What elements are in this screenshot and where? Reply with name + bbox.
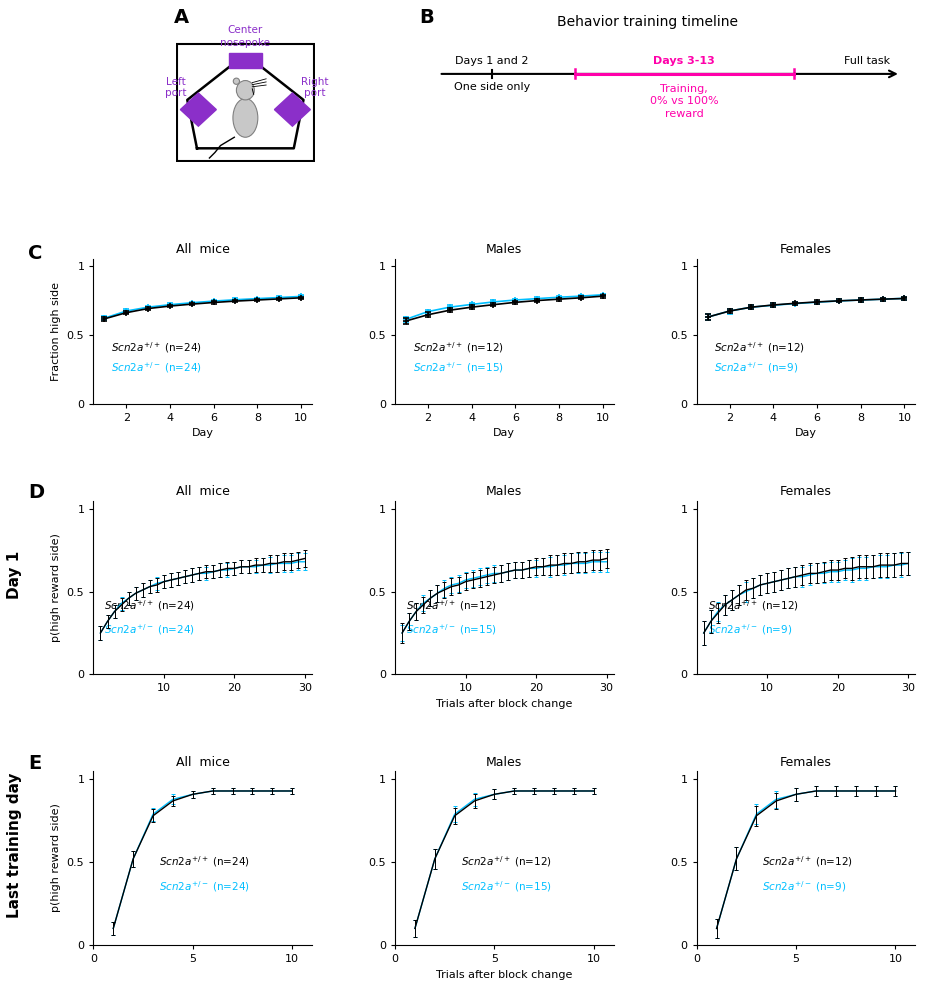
Text: $\mathit{Scn2a}^{+/+}$ (n=12): $\mathit{Scn2a}^{+/+}$ (n=12) — [762, 855, 854, 869]
Title: Males: Males — [487, 756, 522, 769]
Title: All  mice: All mice — [176, 485, 230, 498]
Title: Males: Males — [487, 243, 522, 256]
Text: E: E — [28, 754, 41, 773]
Text: Training,
0% vs 100%
reward: Training, 0% vs 100% reward — [650, 84, 718, 119]
Text: A: A — [174, 8, 189, 27]
FancyBboxPatch shape — [177, 44, 314, 161]
Y-axis label: Fraction high side: Fraction high side — [51, 282, 62, 381]
X-axis label: Day: Day — [191, 428, 214, 438]
Text: One side only: One side only — [454, 82, 531, 92]
Title: Males: Males — [487, 485, 522, 498]
Text: B: B — [419, 8, 434, 27]
Text: $\mathit{Scn2a}^{+/+}$ (n=12): $\mathit{Scn2a}^{+/+}$ (n=12) — [460, 855, 552, 869]
Text: Last training day: Last training day — [7, 772, 21, 918]
Bar — [229, 53, 262, 68]
Ellipse shape — [233, 99, 258, 137]
Title: Females: Females — [780, 485, 832, 498]
Text: Days 1 and 2: Days 1 and 2 — [456, 56, 529, 66]
Text: $\mathit{Scn2a}^{+/-}$ (n=9): $\mathit{Scn2a}^{+/-}$ (n=9) — [762, 879, 847, 894]
Text: $\mathit{Scn2a}^{+/+}$ (n=12): $\mathit{Scn2a}^{+/+}$ (n=12) — [413, 340, 503, 355]
Ellipse shape — [234, 78, 239, 84]
Text: $\mathit{Scn2a}^{+/-}$ (n=15): $\mathit{Scn2a}^{+/-}$ (n=15) — [406, 622, 497, 637]
Text: Right
port: Right port — [301, 77, 328, 98]
Text: Full task: Full task — [843, 56, 890, 66]
Text: $\mathit{Scn2a}^{+/-}$ (n=24): $\mathit{Scn2a}^{+/-}$ (n=24) — [111, 360, 202, 375]
Text: C: C — [28, 244, 42, 263]
Text: $\mathit{Scn2a}^{+/+}$ (n=24): $\mathit{Scn2a}^{+/+}$ (n=24) — [105, 598, 195, 613]
Text: $\mathit{Scn2a}^{+/+}$ (n=24): $\mathit{Scn2a}^{+/+}$ (n=24) — [159, 855, 250, 869]
Ellipse shape — [236, 81, 254, 100]
X-axis label: Day: Day — [795, 428, 817, 438]
Text: $\mathit{Scn2a}^{+/+}$ (n=12): $\mathit{Scn2a}^{+/+}$ (n=12) — [708, 598, 799, 613]
Title: All  mice: All mice — [176, 243, 230, 256]
Text: Days 3-13: Days 3-13 — [654, 56, 715, 66]
Text: $\mathit{Scn2a}^{+/-}$ (n=24): $\mathit{Scn2a}^{+/-}$ (n=24) — [105, 622, 195, 637]
Title: All  mice: All mice — [176, 756, 230, 769]
Text: Day 1: Day 1 — [7, 551, 21, 599]
Polygon shape — [180, 93, 217, 126]
Text: $\mathit{Scn2a}^{+/+}$ (n=12): $\mathit{Scn2a}^{+/+}$ (n=12) — [715, 340, 805, 355]
Text: $\mathit{Scn2a}^{+/+}$ (n=24): $\mathit{Scn2a}^{+/+}$ (n=24) — [111, 340, 202, 355]
Text: $\mathit{Scn2a}^{+/-}$ (n=15): $\mathit{Scn2a}^{+/-}$ (n=15) — [460, 879, 552, 894]
Text: D: D — [28, 483, 44, 502]
Text: Left
port: Left port — [165, 77, 187, 98]
Text: $\mathit{Scn2a}^{+/-}$ (n=15): $\mathit{Scn2a}^{+/-}$ (n=15) — [413, 360, 503, 375]
X-axis label: Day: Day — [493, 428, 516, 438]
Text: $\mathit{Scn2a}^{+/+}$ (n=12): $\mathit{Scn2a}^{+/+}$ (n=12) — [406, 598, 497, 613]
Text: $\mathit{Scn2a}^{+/-}$ (n=9): $\mathit{Scn2a}^{+/-}$ (n=9) — [715, 360, 799, 375]
Polygon shape — [275, 93, 310, 126]
Text: $\mathit{Scn2a}^{+/-}$ (n=9): $\mathit{Scn2a}^{+/-}$ (n=9) — [708, 622, 792, 637]
Title: Females: Females — [780, 756, 832, 769]
Text: Behavior training timeline: Behavior training timeline — [558, 15, 739, 29]
X-axis label: Trials after block change: Trials after block change — [436, 699, 573, 709]
Text: $\mathit{Scn2a}^{+/-}$ (n=24): $\mathit{Scn2a}^{+/-}$ (n=24) — [159, 879, 250, 894]
Text: Center
nosepoke: Center nosepoke — [220, 25, 270, 48]
Y-axis label: p(high reward side): p(high reward side) — [51, 804, 62, 912]
Title: Females: Females — [780, 243, 832, 256]
X-axis label: Trials after block change: Trials after block change — [436, 970, 573, 980]
Y-axis label: p(high reward side): p(high reward side) — [51, 533, 62, 642]
